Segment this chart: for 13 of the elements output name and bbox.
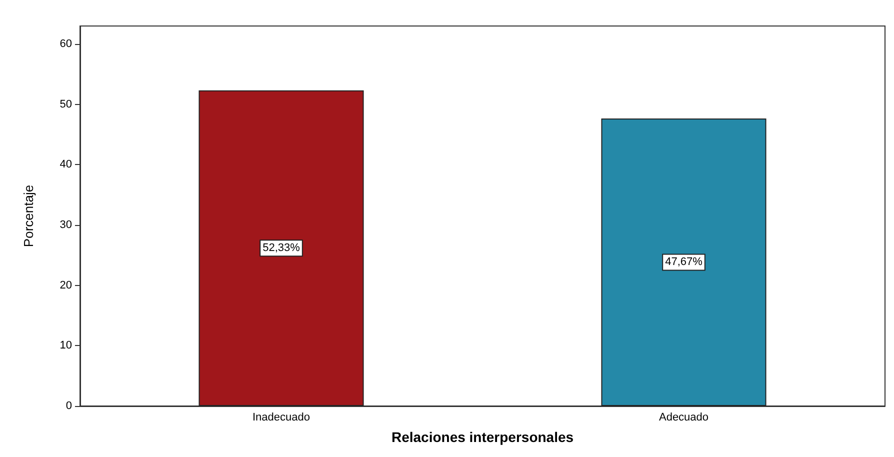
y-tick-label: 60 xyxy=(60,38,72,50)
data-label: 52,33% xyxy=(262,242,300,254)
x-tick-label: Adecuado xyxy=(658,412,709,424)
y-tick-label: 30 xyxy=(60,219,72,232)
x-tick-label: Inadecuado xyxy=(252,412,310,424)
y-tick-label: 0 xyxy=(66,400,72,412)
y-tick-label: 20 xyxy=(60,279,72,292)
y-tick-label: 40 xyxy=(60,158,72,171)
x-axis-title: Relaciones interpersonales xyxy=(391,429,574,445)
data-label: 47,67% xyxy=(665,256,703,268)
y-axis-title: Porcentaje xyxy=(21,184,36,248)
y-tick-label: 10 xyxy=(60,340,72,352)
y-tick-label: 50 xyxy=(60,98,72,110)
